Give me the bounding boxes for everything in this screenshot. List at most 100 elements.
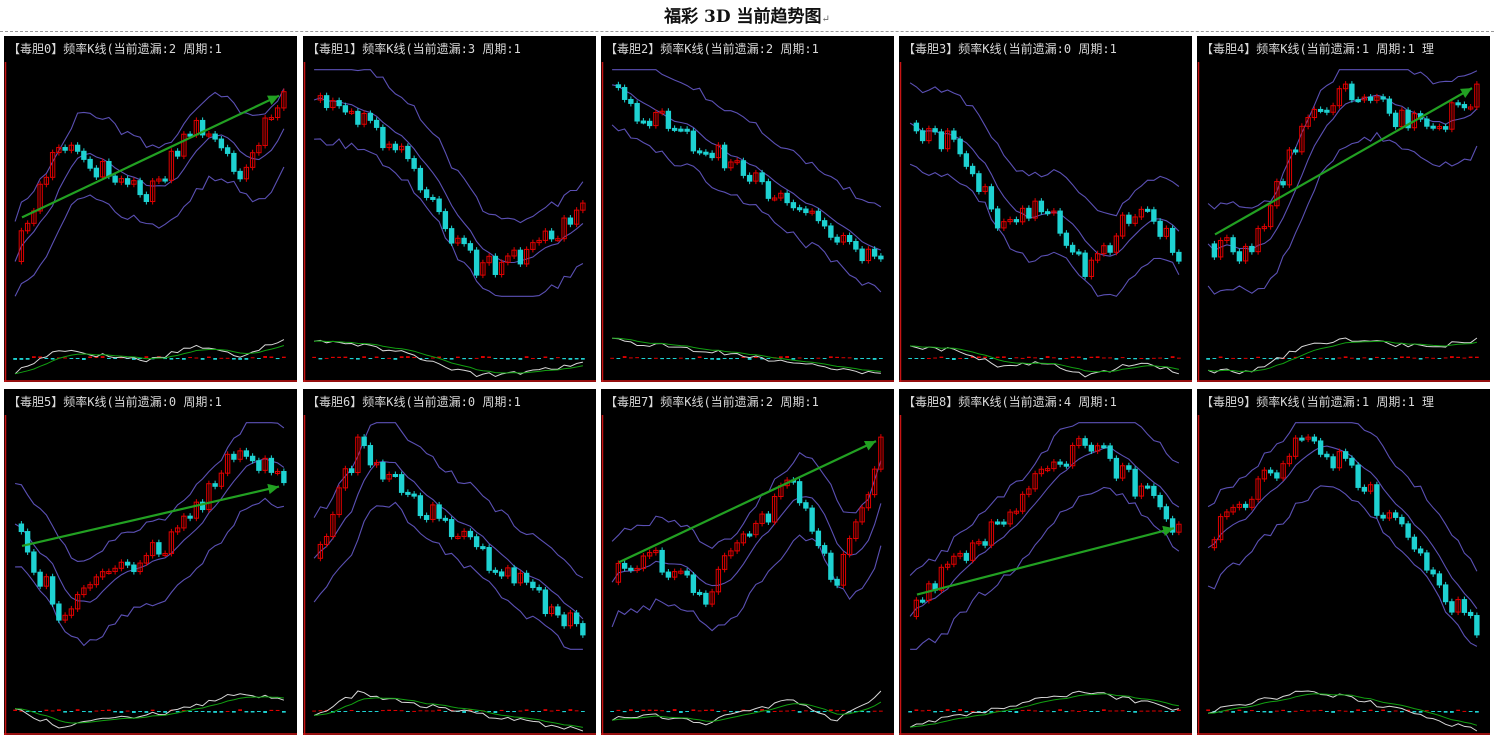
candle-body-3-35: [1126, 214, 1132, 224]
candle-body-2-23: [753, 172, 759, 182]
candle-body-8-24: [1057, 461, 1063, 465]
macd-bar-7-5: [641, 709, 646, 711]
macd-bar-9-39: [1450, 711, 1454, 713]
candle-body-2-2: [621, 87, 628, 100]
candle-body-6-11: [380, 462, 386, 480]
macd-bar-1-39: [556, 357, 560, 359]
candle-body-1-26: [473, 249, 480, 276]
candle-body-1-8: [361, 112, 367, 125]
candle-body-8-7: [951, 555, 957, 565]
candle-body-3-6: [944, 130, 951, 150]
candle-body-8-11: [976, 541, 982, 545]
macd-bar-5-16: [113, 711, 117, 713]
lower-band-9: [1207, 485, 1478, 647]
middle-band-9: [1207, 445, 1478, 610]
candle-body-5-9: [68, 608, 75, 616]
macd-bar-1-26: [474, 357, 479, 359]
macd-dea-line-2: [612, 337, 881, 372]
candle-body-4-5: [1236, 251, 1243, 262]
macd-bar-3-39: [1152, 357, 1156, 359]
macd-bar-7-28: [785, 710, 789, 712]
candle-body-0-22: [149, 180, 156, 203]
macd-bar-3-8: [958, 357, 962, 359]
candle-body-9-7: [1249, 498, 1255, 508]
candle-body-0-40: [262, 117, 268, 146]
candle-body-6-27: [480, 546, 486, 550]
candle-body-7-20: [734, 542, 740, 552]
macd-dif-line-8: [909, 690, 1180, 728]
macd-bar-5-22: [150, 709, 155, 711]
candle-body-8-31: [1101, 445, 1107, 449]
candle-body-4-35: [1424, 118, 1430, 127]
macd-bar-8-0: [908, 711, 912, 713]
macd-bar-9-34: [1418, 711, 1423, 713]
macd-bar-3-26: [1070, 356, 1075, 358]
middle-band-7: [611, 496, 882, 587]
macd-bar-7-17: [716, 711, 721, 712]
candle-body-5-13: [93, 576, 100, 586]
macd-bar-4-37: [1437, 358, 1442, 359]
macd-bar-8-28: [1083, 710, 1087, 712]
macd-bar-4-24: [1356, 358, 1360, 360]
candle-body-7-22: [746, 533, 753, 537]
candle-body-6-19: [430, 504, 436, 520]
macd-bar-1-9: [368, 358, 373, 359]
candle-body-0-19: [131, 180, 137, 185]
candle-body-9-14: [1292, 437, 1299, 457]
macd-bar-1-25: [468, 358, 473, 360]
candle-body-5-35: [231, 453, 237, 460]
title-divider: [0, 31, 1494, 32]
candle-body-8-14: [994, 521, 1001, 525]
candle-body-4-28: [1380, 96, 1386, 100]
candle-body-6-42: [573, 612, 580, 625]
candle-body-5-1: [18, 523, 25, 533]
candle-body-3-43: [1176, 251, 1182, 262]
candle-body-0-21: [143, 194, 150, 203]
candle-body-1-19: [430, 196, 436, 200]
candle-body-5-8: [62, 614, 68, 621]
candle-body-5-37: [243, 450, 250, 457]
candle-body-7-8: [659, 549, 665, 573]
macd-bar-1-32: [512, 358, 516, 359]
candle-body-9-13: [1286, 455, 1293, 465]
candle-body-4-1: [1211, 243, 1218, 258]
macd-bar-5-26: [175, 711, 180, 713]
candle-body-5-31: [206, 483, 212, 511]
candle-body-1-42: [573, 209, 580, 225]
macd-bar-7-39: [854, 711, 858, 713]
macd-bar-3-9: [964, 358, 969, 359]
macd-bar-8-16: [1008, 711, 1012, 713]
macd-bar-7-37: [841, 709, 846, 711]
candle-body-4-22: [1342, 83, 1349, 90]
panel-title-0: 【毒胆0】频率K线(当前遗漏:2 周期:1: [8, 42, 222, 56]
candle-body-5-38: [249, 455, 256, 462]
macd-bar-1-13: [393, 358, 398, 360]
candle-body-7-43: [878, 436, 884, 470]
candle-body-3-21: [1038, 200, 1045, 213]
macd-bar-5-2: [25, 711, 30, 712]
macd-bar-3-22: [1045, 356, 1050, 358]
macd-bar-8-18: [1020, 710, 1025, 712]
upper-band-3: [909, 82, 1180, 217]
candle-body-1-10: [373, 119, 380, 128]
macd-bar-2-23: [754, 356, 758, 358]
candle-body-7-6: [646, 552, 653, 557]
macd-bar-1-41: [568, 358, 573, 360]
macd-bar-5-20: [138, 711, 142, 712]
candle-body-1-17: [417, 167, 424, 191]
macd-bar-8-24: [1058, 709, 1062, 711]
trend-arrow-0: [21, 94, 280, 219]
candle-body-1-40: [561, 217, 567, 240]
macd-dea-line-8: [910, 693, 1179, 728]
candle-body-2-41: [865, 248, 872, 262]
candle-body-0-4: [37, 183, 43, 212]
candle-body-3-32: [1107, 245, 1113, 253]
candle-body-0-6: [49, 152, 56, 178]
macd-bar-4-10: [1268, 358, 1273, 359]
candle-body-2-1: [615, 84, 622, 89]
candle-body-1-24: [461, 237, 467, 245]
macd-bar-7-12: [685, 711, 689, 712]
candle-body-9-22: [1342, 451, 1349, 459]
candle-body-4-15: [1299, 125, 1305, 153]
candle-body-9-39: [1449, 601, 1455, 613]
